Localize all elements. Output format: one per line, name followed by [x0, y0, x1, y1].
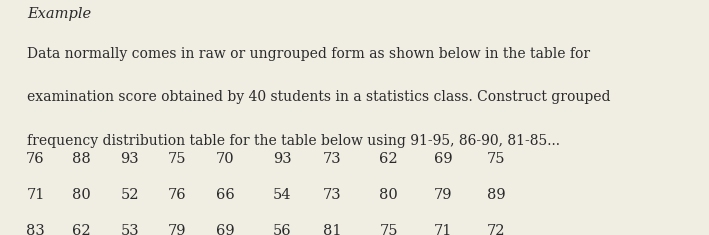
- Text: 71: 71: [26, 188, 45, 202]
- Text: 76: 76: [26, 152, 45, 166]
- Text: 93: 93: [273, 152, 291, 166]
- Text: 83: 83: [26, 224, 45, 235]
- Text: examination score obtained by 40 students in a statistics class. Construct group: examination score obtained by 40 student…: [27, 90, 610, 105]
- Text: 71: 71: [434, 224, 452, 235]
- Text: 72: 72: [487, 224, 506, 235]
- Text: 52: 52: [121, 188, 139, 202]
- Text: 79: 79: [434, 188, 452, 202]
- Text: 70: 70: [216, 152, 235, 166]
- Text: Data normally comes in raw or ungrouped form as shown below in the table for: Data normally comes in raw or ungrouped …: [27, 47, 590, 61]
- Text: 54: 54: [273, 188, 291, 202]
- Text: 66: 66: [216, 188, 235, 202]
- Text: 53: 53: [121, 224, 139, 235]
- Text: 73: 73: [323, 188, 341, 202]
- Text: 76: 76: [168, 188, 186, 202]
- Text: 56: 56: [273, 224, 291, 235]
- Text: 81: 81: [323, 224, 341, 235]
- Text: frequency distribution table for the table below using 91-95, 86-90, 81-85...: frequency distribution table for the tab…: [27, 134, 560, 148]
- Text: 75: 75: [379, 224, 398, 235]
- Text: 79: 79: [168, 224, 186, 235]
- Text: 93: 93: [121, 152, 139, 166]
- Text: 75: 75: [487, 152, 506, 166]
- Text: 69: 69: [434, 152, 452, 166]
- Text: 88: 88: [72, 152, 91, 166]
- Text: Example: Example: [27, 7, 91, 21]
- Text: 80: 80: [379, 188, 398, 202]
- Text: 73: 73: [323, 152, 341, 166]
- Text: 75: 75: [168, 152, 186, 166]
- Text: 80: 80: [72, 188, 91, 202]
- Text: 89: 89: [487, 188, 506, 202]
- Text: 69: 69: [216, 224, 235, 235]
- Text: 62: 62: [72, 224, 91, 235]
- Text: 62: 62: [379, 152, 398, 166]
